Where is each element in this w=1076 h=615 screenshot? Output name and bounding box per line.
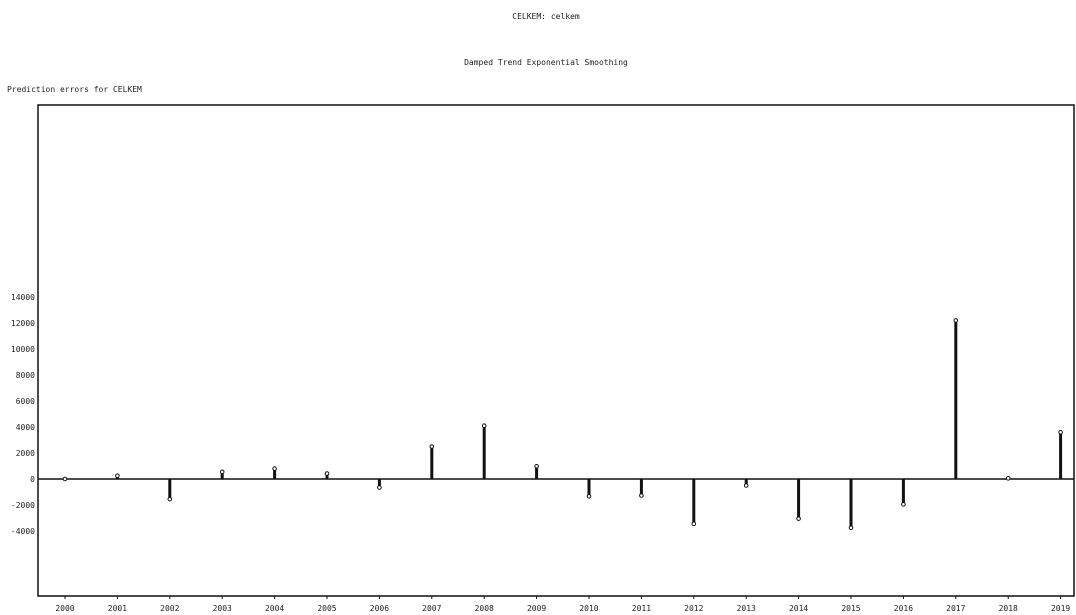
y-tick-label: 0 (30, 475, 35, 484)
error-point-2010 (587, 494, 591, 498)
y-tick-label: 12000 (11, 319, 35, 328)
error-point-2004 (273, 467, 277, 471)
x-tick-label: 2000 (55, 604, 74, 613)
x-tick-label: 2005 (317, 604, 336, 613)
y-tick-label: -4000 (11, 527, 35, 536)
x-tick-label: 2018 (999, 604, 1018, 613)
error-point-2017 (954, 319, 958, 323)
error-point-2012 (692, 522, 696, 526)
x-tick-label: 2007 (422, 604, 441, 613)
x-tick-label: 2013 (737, 604, 756, 613)
error-point-2005 (325, 472, 329, 476)
error-point-2000 (63, 477, 67, 481)
error-point-2018 (1006, 477, 1010, 481)
error-point-2011 (640, 494, 644, 498)
y-tick-label: 10000 (11, 345, 35, 354)
error-point-2003 (220, 470, 224, 474)
x-tick-label: 2006 (370, 604, 389, 613)
x-tick-label: 2017 (946, 604, 965, 613)
error-point-2015 (849, 526, 853, 530)
error-point-2002 (168, 497, 172, 501)
x-tick-label: 2004 (265, 604, 284, 613)
y-tick-label: 8000 (16, 371, 35, 380)
x-tick-label: 2009 (527, 604, 546, 613)
y-tick-label: 14000 (11, 293, 35, 302)
x-tick-label: 2002 (160, 604, 179, 613)
y-tick-label: -2000 (11, 501, 35, 510)
error-point-2014 (797, 517, 801, 521)
error-point-2001 (116, 474, 120, 478)
x-tick-label: 2001 (108, 604, 127, 613)
x-tick-label: 2015 (841, 604, 860, 613)
x-tick-label: 2010 (579, 604, 598, 613)
error-point-2008 (482, 424, 486, 428)
x-tick-label: 2003 (213, 604, 232, 613)
y-tick-label: 4000 (16, 423, 35, 432)
error-point-2019 (1059, 430, 1063, 434)
x-tick-label: 2014 (789, 604, 808, 613)
y-tick-label: 6000 (16, 397, 35, 406)
error-point-2016 (902, 503, 906, 507)
x-tick-label: 2019 (1051, 604, 1070, 613)
error-point-2006 (378, 486, 382, 490)
error-point-2009 (535, 464, 539, 468)
x-tick-label: 2016 (894, 604, 913, 613)
error-point-2013 (744, 484, 748, 488)
plot-frame (38, 105, 1074, 596)
error-point-2007 (430, 445, 434, 449)
y-tick-label: 2000 (16, 449, 35, 458)
x-tick-label: 2012 (684, 604, 703, 613)
x-tick-label: 2008 (475, 604, 494, 613)
x-tick-label: 2011 (632, 604, 651, 613)
